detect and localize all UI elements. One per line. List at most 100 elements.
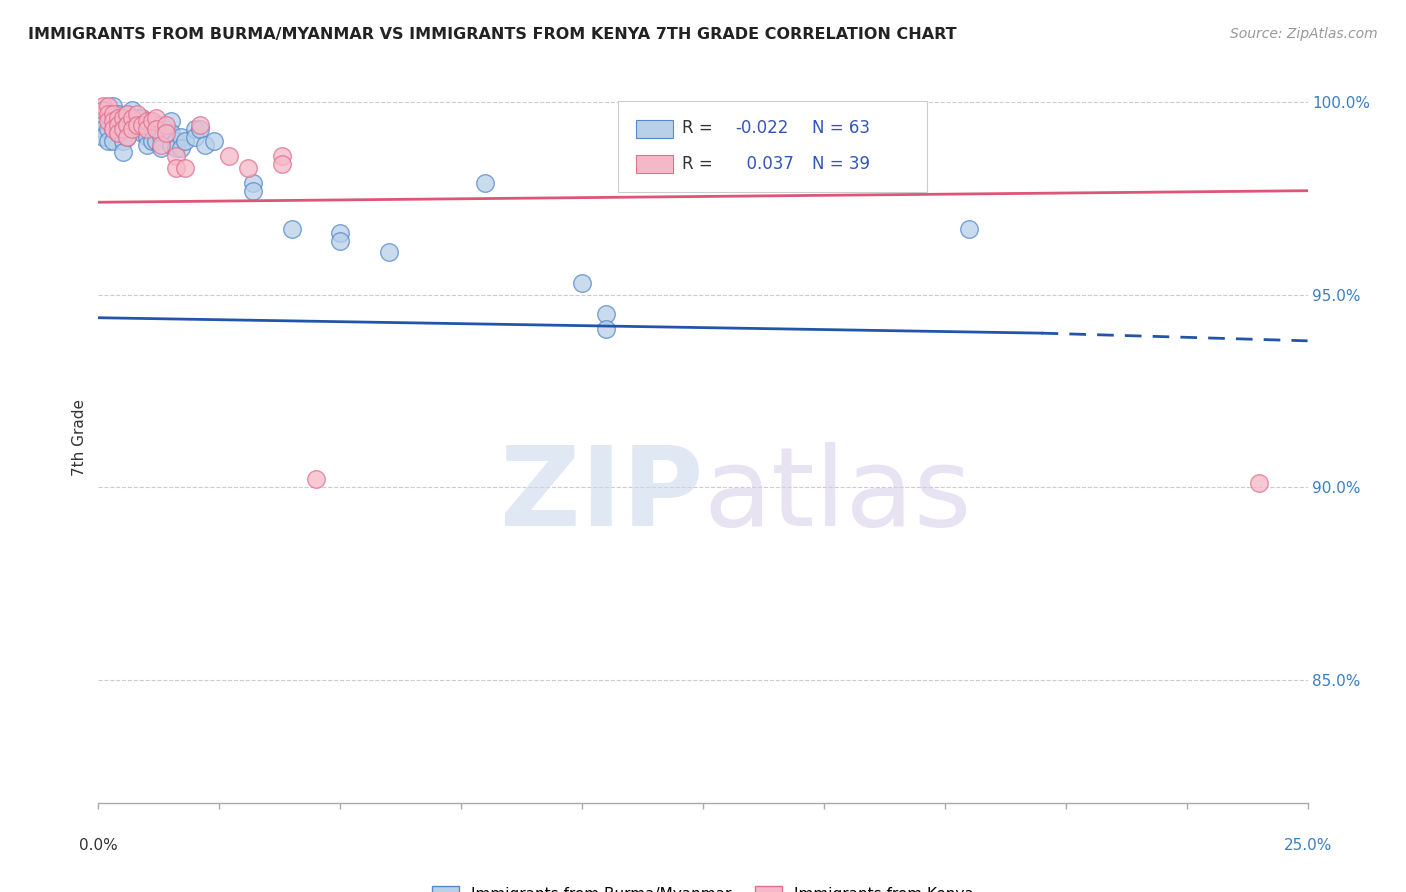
Point [174, 161, 197, 175]
Point [145, 118, 167, 132]
Point [97, 114, 120, 128]
Point [305, 472, 328, 486]
Point [169, 141, 191, 155]
Point [957, 222, 980, 236]
Point [97, 106, 120, 120]
Point [131, 111, 153, 125]
Point [111, 111, 134, 125]
Point [165, 134, 187, 148]
Point [97, 99, 120, 113]
Point [165, 149, 187, 163]
Point [150, 137, 173, 152]
Point [107, 106, 129, 120]
Point [101, 122, 124, 136]
Point [111, 122, 134, 136]
Point [141, 114, 163, 128]
Point [218, 149, 240, 163]
Point [150, 129, 173, 144]
Point [155, 122, 177, 136]
Point [91, 129, 114, 144]
Legend: Immigrants from Burma/Myanmar, Immigrants from Kenya: Immigrants from Burma/Myanmar, Immigrant… [426, 880, 980, 892]
Point [184, 122, 207, 136]
Point [91, 114, 114, 128]
Point [145, 111, 167, 125]
Point [131, 118, 153, 132]
Point [97, 122, 120, 136]
Point [595, 322, 617, 336]
Point [101, 122, 124, 136]
Point [194, 137, 217, 152]
Text: R =: R = [682, 120, 713, 137]
Point [107, 126, 129, 140]
Point [145, 134, 167, 148]
Point [377, 245, 399, 260]
Point [242, 176, 264, 190]
Point [127, 118, 149, 132]
Point [107, 118, 129, 132]
Point [117, 129, 139, 144]
Point [91, 103, 114, 117]
Point [111, 111, 134, 125]
Point [117, 118, 139, 132]
Point [111, 134, 134, 148]
Point [135, 129, 157, 144]
Point [160, 126, 183, 140]
Point [150, 141, 173, 155]
Text: N = 63: N = 63 [811, 120, 870, 137]
Point [121, 103, 143, 117]
Text: R =: R = [682, 154, 713, 172]
Point [121, 111, 143, 125]
Text: -0.022: -0.022 [735, 120, 789, 137]
Point [329, 234, 352, 248]
Text: Source: ZipAtlas.com: Source: ZipAtlas.com [1230, 27, 1378, 41]
Point [141, 134, 163, 148]
Text: N = 39: N = 39 [811, 154, 870, 172]
Text: ZIP: ZIP [499, 442, 703, 549]
Y-axis label: 7th Grade: 7th Grade [72, 399, 87, 475]
Point [160, 114, 183, 128]
Point [329, 226, 352, 240]
Point [121, 122, 143, 136]
FancyBboxPatch shape [619, 101, 927, 192]
Point [150, 118, 173, 132]
Point [141, 122, 163, 136]
Point [107, 118, 129, 132]
Point [101, 134, 124, 148]
Point [117, 106, 139, 120]
Point [101, 111, 124, 125]
Text: 0.037: 0.037 [735, 154, 793, 172]
Point [242, 184, 264, 198]
Point [135, 114, 157, 128]
Point [141, 114, 163, 128]
Point [91, 122, 114, 136]
Point [145, 122, 167, 136]
Point [107, 111, 129, 125]
Point [101, 114, 124, 128]
Point [111, 122, 134, 136]
Point [188, 118, 211, 132]
Point [121, 114, 143, 128]
Point [571, 276, 593, 290]
Point [131, 126, 153, 140]
Text: 25.0%: 25.0% [1284, 838, 1331, 854]
Point [188, 122, 211, 136]
Point [117, 118, 139, 132]
Text: 0.0%: 0.0% [79, 838, 118, 854]
Point [160, 137, 183, 152]
Point [169, 129, 191, 144]
Point [474, 176, 496, 190]
Point [135, 118, 157, 132]
Point [1249, 476, 1271, 491]
Text: IMMIGRANTS FROM BURMA/MYANMAR VS IMMIGRANTS FROM KENYA 7TH GRADE CORRELATION CHA: IMMIGRANTS FROM BURMA/MYANMAR VS IMMIGRA… [28, 27, 956, 42]
Point [127, 122, 149, 136]
Point [174, 134, 197, 148]
Point [165, 161, 187, 175]
Point [184, 129, 207, 144]
Point [117, 129, 139, 144]
Point [135, 137, 157, 152]
Point [97, 134, 120, 148]
Point [107, 126, 129, 140]
Point [97, 106, 120, 120]
Point [117, 106, 139, 120]
Point [101, 106, 124, 120]
